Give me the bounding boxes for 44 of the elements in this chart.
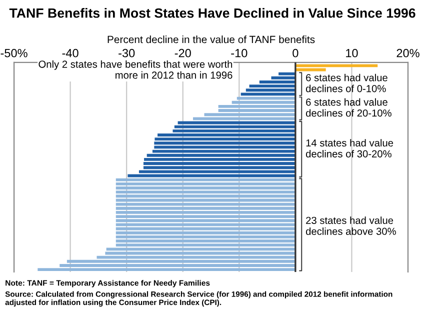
annotation: 14 states had value declines of 30-20%: [306, 139, 394, 158]
x-tick-label: 0: [292, 48, 298, 58]
bar: [116, 235, 296, 238]
x-tick-label: -40: [62, 48, 78, 58]
bar: [154, 142, 296, 145]
bar: [106, 248, 296, 251]
bar: [174, 125, 296, 128]
x-tick-label: -10: [231, 48, 248, 58]
bar: [116, 231, 296, 234]
x-tick-label: -20: [174, 48, 191, 58]
bar: [116, 206, 296, 210]
bar: [116, 240, 296, 242]
bar: [144, 158, 296, 161]
bar: [158, 134, 296, 136]
bar: [154, 138, 296, 141]
x-tick-label: 20%: [396, 48, 420, 58]
chart-title: TANF Benefits in Most States Have Declined in Value Since 1996: [9, 8, 416, 18]
bar: [193, 117, 296, 120]
bar: [143, 166, 296, 170]
bar: [38, 268, 296, 272]
annotation: 6 states had value declines of 0-10%: [306, 74, 388, 92]
annotation: Only 2 states have benefits that were worth more in 2012 than in 1996: [38, 60, 232, 79]
x-tick-label: -30: [118, 48, 135, 58]
bar: [116, 182, 296, 186]
bar: [116, 223, 296, 226]
annotation: 23 states had value declines above 30%: [306, 216, 396, 235]
bar: [116, 178, 296, 182]
x-axis-title: Percent decline in the value of TANF benefits: [108, 36, 315, 44]
bar: [295, 64, 378, 68]
bar: [218, 104, 296, 108]
bar: [116, 202, 296, 206]
annotation: 6 states had value declines of 20-10%: [306, 98, 392, 117]
bar: [249, 84, 296, 88]
bar: [116, 190, 296, 194]
bar: [146, 154, 296, 157]
bar: [116, 194, 296, 198]
bar: [116, 215, 296, 218]
bar: [143, 162, 296, 165]
bar: [116, 219, 296, 222]
x-tick-label: 10: [346, 48, 358, 58]
bar: [116, 186, 296, 190]
bar: [240, 92, 296, 96]
bar: [116, 210, 296, 214]
x-tick-label: -50%: [0, 48, 28, 58]
